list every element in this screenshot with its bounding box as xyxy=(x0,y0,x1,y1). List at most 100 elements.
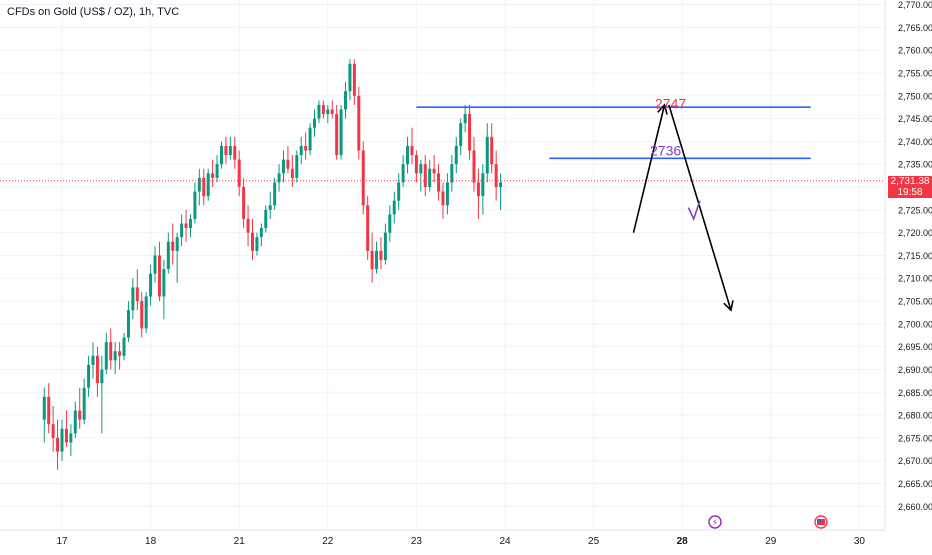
candle-body xyxy=(237,159,241,188)
candle-body xyxy=(423,164,427,188)
candle-body xyxy=(326,109,330,115)
price-tick-label: 2,695.000 xyxy=(898,342,932,352)
candle-body xyxy=(109,342,113,361)
chart-legend: CFDs on Gold (US$ / OZ), 1h, TVC xyxy=(4,5,183,19)
price-tick-label: 2,720.000 xyxy=(898,228,932,238)
candle-body xyxy=(255,237,259,251)
candle-body xyxy=(215,164,219,178)
candle-body xyxy=(144,296,148,329)
candle-body xyxy=(304,145,308,151)
candle-body xyxy=(87,364,91,388)
price-axis: 2,660.000 2,665.000 2,670.000 2,675.000 2,68… xyxy=(884,0,932,550)
candle-body xyxy=(437,173,441,192)
drawings: 2747 2736 xyxy=(0,95,885,312)
candle-body xyxy=(481,173,485,197)
candle-body xyxy=(313,118,317,128)
label-2736: 2736 xyxy=(650,143,681,159)
projection-down-arrow-head xyxy=(723,300,734,312)
candle-body xyxy=(126,310,130,338)
price-tick-label: 2,735.000 xyxy=(898,160,932,170)
candle-body xyxy=(197,177,201,192)
price-tick-label: 2,705.000 xyxy=(898,297,932,307)
candle-body xyxy=(428,168,432,188)
candle-body xyxy=(166,241,170,270)
candle-body xyxy=(375,250,379,270)
candle-body xyxy=(202,177,206,197)
candle-body xyxy=(468,114,472,151)
candle-body xyxy=(60,428,64,452)
price-tick-label: 2,760.000 xyxy=(898,46,932,56)
candle-body xyxy=(78,410,82,420)
price-tick-label: 2,770.000 xyxy=(898,0,932,10)
time-tick-label: 17 xyxy=(56,536,68,547)
time-tick-label: 23 xyxy=(411,536,423,547)
candle-body xyxy=(233,145,237,160)
candle-body xyxy=(211,173,215,178)
candle-body xyxy=(406,145,410,165)
candle-body xyxy=(392,200,396,215)
candle-body xyxy=(184,223,188,229)
price-axis-bg xyxy=(885,0,932,550)
candle-body xyxy=(459,123,463,146)
candle-body xyxy=(149,273,153,297)
price-tick-label: 2,715.000 xyxy=(898,251,932,261)
lightning-event-icon xyxy=(708,515,722,529)
current-price-value: 2,731.38 xyxy=(890,176,930,187)
candle-body xyxy=(95,355,99,384)
us-flag-canton xyxy=(817,519,821,522)
candle-body xyxy=(414,155,418,174)
candle-body xyxy=(162,269,166,297)
time-tick-label: 22 xyxy=(322,536,334,547)
candle-body xyxy=(246,218,250,233)
candle-body xyxy=(69,433,73,443)
candle-body xyxy=(242,187,246,219)
candle-body xyxy=(193,191,197,219)
projection-up-arrow-head xyxy=(657,103,668,115)
candle-body xyxy=(113,351,117,361)
candle-body xyxy=(51,424,55,438)
pattern-tick xyxy=(687,200,701,222)
price-tick-label: 2,725.000 xyxy=(898,205,932,215)
time-tick-label: 30 xyxy=(854,536,866,547)
bar-countdown: 19:58 xyxy=(897,187,923,198)
candle-body xyxy=(264,209,268,229)
price-tick-label: 2,665.000 xyxy=(898,479,932,489)
candle-body xyxy=(268,205,272,210)
candle-body xyxy=(476,182,480,197)
candle-body xyxy=(82,387,86,420)
candle-body xyxy=(295,155,299,178)
time-tick-label: 29 xyxy=(765,536,777,547)
candle-body xyxy=(432,168,436,174)
candle-body xyxy=(361,150,365,206)
candle-body xyxy=(366,205,370,251)
candle-body xyxy=(397,182,401,201)
candle-body xyxy=(259,228,263,238)
time-tick-label: 24 xyxy=(499,536,511,547)
candle-body xyxy=(299,145,303,156)
projection-down-arrow xyxy=(668,104,732,311)
candle-body xyxy=(73,410,77,434)
price-tick-label: 2,700.000 xyxy=(898,319,932,329)
candle-body xyxy=(135,287,139,302)
candle-body xyxy=(47,396,51,425)
candle-body xyxy=(122,337,126,356)
candle-body xyxy=(206,173,210,197)
candle-body xyxy=(219,145,223,165)
price-tick-label: 2,670.000 xyxy=(898,456,932,466)
candle-body xyxy=(490,136,494,165)
price-tick-label: 2,755.000 xyxy=(898,68,932,78)
candle-body xyxy=(370,250,374,270)
candle-body xyxy=(286,159,290,169)
time-tick-label: 18 xyxy=(145,536,157,547)
candle-body xyxy=(445,182,449,206)
candle-body xyxy=(388,214,392,233)
current-price-badge: 2,731.38 19:58 xyxy=(888,176,932,198)
price-tick-label: 2,685.000 xyxy=(898,388,932,398)
price-tick-label: 2,750.000 xyxy=(898,91,932,101)
candle-body xyxy=(228,145,232,156)
price-tick-label: 2,660.000 xyxy=(898,502,932,512)
candle-body xyxy=(277,173,281,183)
candle-body xyxy=(188,218,192,229)
